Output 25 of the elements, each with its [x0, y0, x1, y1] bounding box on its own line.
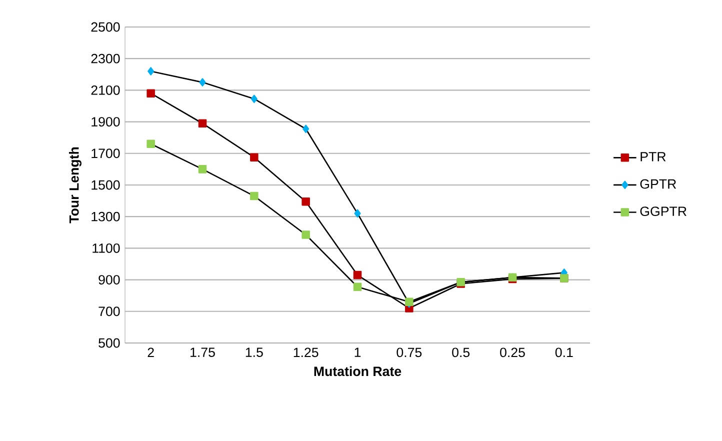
x-tick-label: 0.1	[555, 348, 573, 358]
y-tick-label: 2500	[91, 22, 120, 32]
y-tick-label: 2100	[91, 85, 120, 95]
y-tick-label: 900	[98, 275, 120, 285]
y-tick-label: 500	[98, 338, 120, 348]
x-tick-label: 0.75	[396, 348, 422, 358]
x-axis-title: Mutation Rate	[314, 366, 402, 376]
y-tick-label: 1100	[92, 243, 120, 253]
y-tick-label: 1700	[92, 148, 120, 158]
x-tick-label: 0.5	[452, 348, 470, 358]
y-axis-title: Tour Length	[68, 147, 82, 224]
legend-label: PTR	[640, 152, 666, 162]
x-tick-label: 1.75	[190, 348, 215, 357]
x-tick-label: 1.25	[294, 348, 318, 358]
y-tick-label: 1900	[92, 117, 120, 127]
y-tick-label: 1500	[92, 180, 120, 190]
x-tick-label: 1.5	[246, 348, 263, 357]
legend-label: GPTR	[640, 179, 676, 189]
y-tick-label: 700	[98, 306, 120, 316]
x-tick-label: 1	[354, 348, 361, 357]
x-tick-label: 2	[148, 348, 154, 358]
y-tick-label: 1300	[92, 212, 120, 222]
x-tick-label: 0.25	[500, 348, 525, 358]
y-tick-label: 2300	[91, 54, 120, 64]
legend-label: GGPTR	[640, 206, 686, 216]
